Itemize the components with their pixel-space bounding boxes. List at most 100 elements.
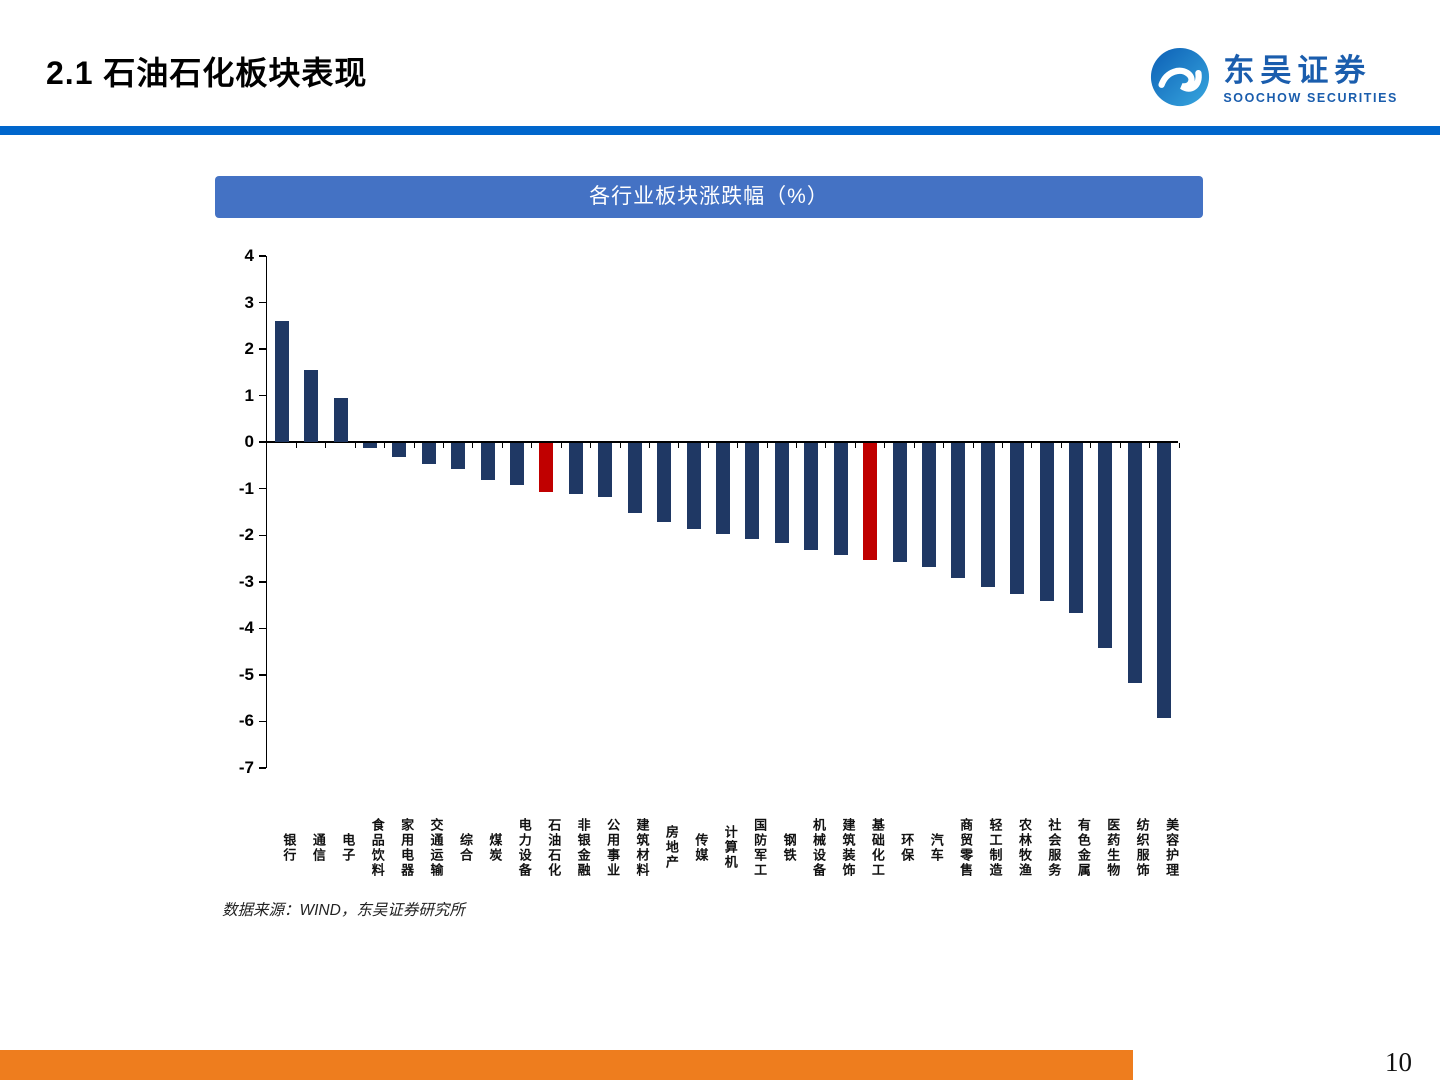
x-axis-tick — [413, 442, 415, 448]
x-axis-tick — [766, 442, 768, 448]
x-label-钢铁: 钢铁 — [781, 832, 797, 863]
y-tick-label: 4 — [244, 246, 254, 265]
bar-非银金融 — [568, 443, 583, 495]
x-label-家用电器: 家用电器 — [399, 817, 415, 878]
x-label-通信: 通信 — [310, 832, 326, 863]
x-label-非银金融: 非银金融 — [575, 817, 591, 878]
x-axis-tick — [737, 442, 739, 448]
y-tick-mark — [259, 487, 266, 490]
y-tick-mark — [259, 441, 266, 443]
bar-建筑装饰 — [833, 443, 848, 555]
footer-orange-bar — [0, 1050, 1133, 1080]
bar-环保 — [892, 443, 907, 562]
bar-机械设备 — [804, 443, 819, 551]
bar-煤炭 — [480, 443, 495, 481]
bar-电力设备 — [510, 443, 525, 486]
y-tick-label: -4 — [238, 618, 254, 638]
x-axis-tick — [1060, 442, 1062, 448]
chart-title: 各行业板块涨跌幅（%） — [215, 176, 1203, 218]
x-axis-tick — [1178, 442, 1180, 448]
x-label-社会服务: 社会服务 — [1046, 817, 1062, 878]
x-axis-tick — [560, 442, 562, 448]
x-axis-tick — [1149, 442, 1151, 448]
x-label-综合: 综合 — [457, 832, 473, 863]
x-axis-tick — [796, 442, 798, 448]
header-divider — [0, 126, 1440, 135]
x-label-环保: 环保 — [899, 832, 915, 863]
x-label-基础化工: 基础化工 — [869, 817, 885, 878]
bar-公用事业 — [598, 443, 613, 497]
data-source-note: 数据来源：WIND，东吴证券研究所 — [222, 902, 465, 919]
x-axis-tick — [825, 442, 827, 448]
x-label-计算机: 计算机 — [722, 825, 738, 870]
bar-综合 — [451, 443, 466, 469]
x-axis-tick — [443, 442, 445, 448]
x-axis-tick — [1031, 442, 1033, 448]
y-tick-mark — [259, 255, 266, 257]
x-axis-tick — [325, 442, 327, 448]
plot-column: 银行 通信 电子 食品饮料 家用电器 交通运输 综合 煤炭 电力设备 石油石化 非银金融 公用事业 建筑… — [266, 256, 1180, 915]
y-tick-label: 0 — [244, 432, 254, 452]
bar-房地产 — [657, 443, 672, 523]
bar-chart: 4 3 2 1 0 -1 -2 -3 -4 -5 -6 -7 银行 通信 电子 食品饮料 家用电器 交通运输 综合… — [212, 246, 1180, 915]
x-label-机械设备: 机械设备 — [811, 817, 827, 878]
x-label-国防军工: 国防军工 — [752, 817, 768, 878]
x-axis-tick — [854, 442, 856, 448]
x-label-石油石化: 石油石化 — [546, 817, 562, 878]
x-label-汽车: 汽车 — [928, 832, 944, 863]
x-label-食品饮料: 食品饮料 — [369, 817, 385, 878]
x-axis-tick — [1119, 442, 1121, 448]
x-label-建筑装饰: 建筑装饰 — [840, 817, 856, 878]
bar-农林牧渔 — [1010, 443, 1025, 595]
x-axis-tick — [884, 442, 886, 448]
bar-轻工制造 — [980, 443, 995, 588]
bar-建筑材料 — [627, 443, 642, 513]
x-axis-tick — [707, 442, 709, 448]
x-axis-tick — [648, 442, 650, 448]
soochow-logo-icon — [1149, 46, 1211, 113]
bar-社会服务 — [1039, 443, 1054, 602]
bar-纺织服饰 — [1127, 443, 1142, 683]
x-axis-tick — [913, 442, 915, 448]
x-label-公用事业: 公用事业 — [605, 817, 621, 878]
x-label-房地产: 房地产 — [663, 825, 679, 870]
bar-基础化工 — [863, 443, 878, 560]
x-label-电子: 电子 — [340, 832, 356, 863]
x-label-建筑材料: 建筑材料 — [634, 817, 650, 878]
bar-医药生物 — [1098, 443, 1113, 648]
y-tick-mark — [259, 627, 266, 630]
y-tick-mark — [259, 674, 266, 676]
x-axis-tick — [501, 442, 503, 448]
y-tick-label: -5 — [238, 664, 254, 684]
x-label-有色金属: 有色金属 — [1075, 817, 1091, 878]
zero-axis-line — [267, 441, 1178, 443]
x-label-美容护理: 美容护理 — [1164, 817, 1180, 878]
y-tick-label: 2 — [244, 339, 254, 359]
x-axis-tick — [354, 442, 356, 448]
y-tick-mark — [259, 348, 266, 350]
x-axis-tick — [1001, 442, 1003, 448]
x-axis-labels: 银行 通信 电子 食品饮料 家用电器 交通运输 综合 煤炭 电力设备 石油石化 非银金融 公用事业 建筑… — [266, 780, 1180, 915]
x-label-农林牧渔: 农林牧渔 — [1016, 817, 1032, 878]
y-tick-label: -2 — [238, 525, 254, 545]
bar-商贸零售 — [951, 443, 966, 579]
logo-text: 东吴证券 SOOCHOW SECURITIES — [1223, 54, 1398, 105]
x-label-交通运输: 交通运输 — [428, 817, 444, 878]
bar-食品饮料 — [362, 443, 377, 448]
y-tick-mark — [259, 581, 266, 583]
x-axis-tick — [472, 442, 474, 448]
x-axis-tick — [295, 442, 297, 448]
x-label-医药生物: 医药生物 — [1105, 817, 1121, 878]
x-label-煤炭: 煤炭 — [487, 832, 503, 863]
bar-交通运输 — [421, 443, 436, 465]
y-tick-label: 3 — [244, 292, 254, 312]
y-tick-mark — [259, 534, 266, 537]
x-axis-tick — [619, 442, 621, 448]
x-label-银行: 银行 — [281, 832, 297, 863]
y-tick-label: -3 — [238, 571, 254, 591]
y-tick-label: 1 — [244, 385, 254, 405]
company-logo: 东吴证券 SOOCHOW SECURITIES — [1149, 46, 1398, 113]
x-axis-tick — [531, 442, 533, 448]
page-number: 10 — [1385, 1047, 1412, 1077]
